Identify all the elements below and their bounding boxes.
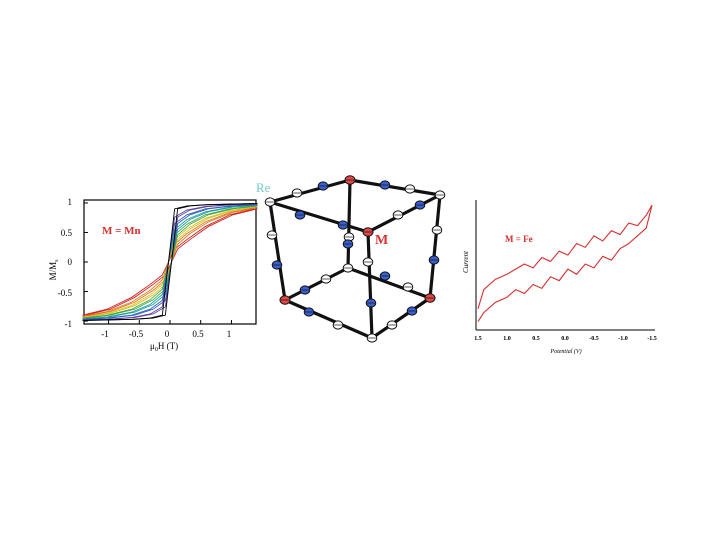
cube-atoms — [264, 175, 446, 343]
y-axis-label: M/Ms — [48, 259, 60, 281]
cv-xtick-label: 0.5 — [532, 336, 540, 342]
xtick-label: -0.5 — [129, 329, 144, 339]
hysteresis-curve-descending — [82, 203, 255, 321]
xtick-label: -1 — [101, 329, 109, 339]
ytick-label: -0.5 — [58, 288, 73, 298]
xtick-label: 0 — [165, 329, 170, 339]
hysteresis-chart: M = Mn 1 0.5 0 -0.5 -1 -1 -0.5 0 0.5 1 μ… — [48, 197, 258, 353]
hysteresis-series — [82, 203, 258, 321]
ytick-label: 0.5 — [61, 228, 73, 238]
hysteresis-curve-ascending — [85, 203, 258, 321]
cv-series — [477, 204, 653, 322]
xtick-label: 0.5 — [192, 329, 204, 339]
cv-xtick-label: -0.5 — [589, 336, 599, 342]
x-axis-label-potential: Potential (V) — [549, 348, 581, 355]
ytick-label: 0 — [68, 257, 73, 267]
cube-bonds — [268, 178, 442, 340]
cv-trace — [477, 204, 653, 322]
x-axis-label: μ0H (T) — [150, 341, 178, 353]
cube-structure-diagram: Re M — [256, 175, 446, 343]
re-label: Re — [256, 180, 271, 195]
xtick-label: 1 — [227, 329, 232, 339]
ytick-label: 1 — [68, 197, 73, 207]
plot-frame-left — [83, 199, 257, 325]
cv-xtick-label: 0.0 — [561, 336, 569, 342]
left-tick-marks — [84, 202, 232, 324]
voltammogram-chart: M = Fe Current 1.5 1.0 0.5 0.0 -0.5 -1.0 -1.5 … — [462, 200, 657, 355]
ytick-label: -1 — [65, 319, 73, 329]
cv-xtick-labels: 1.5 1.0 0.5 0.0 -0.5 -1.0 -1.5 — [474, 336, 657, 342]
cv-xtick-label: 1.5 — [474, 336, 482, 342]
cv-xtick-label: -1.0 — [618, 336, 628, 342]
cv-xtick-label: -1.5 — [647, 336, 657, 342]
panel-label-fe: M = Fe — [505, 234, 533, 244]
y-axis-label-current: Current — [462, 250, 470, 273]
m-label: M — [375, 233, 388, 248]
cv-xtick-label: 1.0 — [503, 336, 511, 342]
panel-label-mn: M = Mn — [102, 225, 141, 237]
cv-trace — [477, 204, 653, 309]
